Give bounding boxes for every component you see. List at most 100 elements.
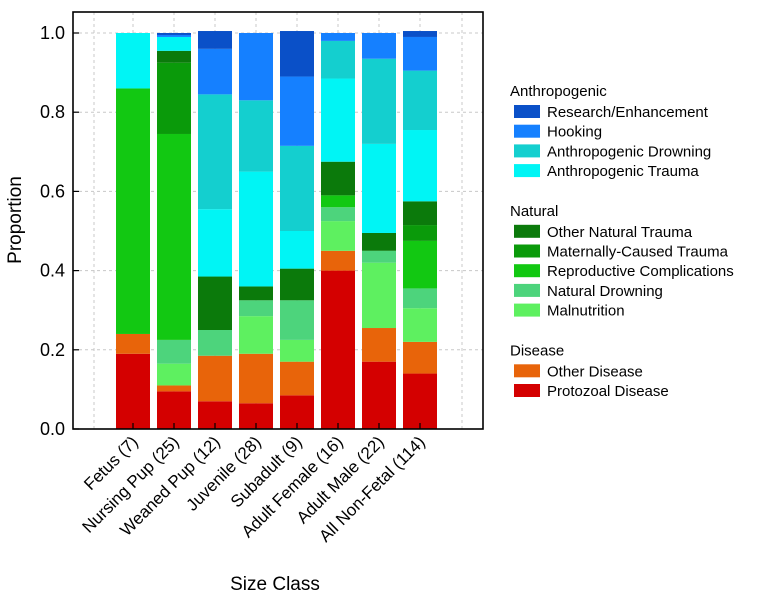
bar-segment	[403, 130, 437, 202]
bar-segment	[362, 328, 396, 362]
legend-swatch	[514, 384, 540, 397]
legend-swatch	[514, 105, 540, 118]
legend-label: Hooking	[547, 124, 602, 141]
bar-segment	[321, 78, 355, 162]
bar-segment	[403, 240, 437, 289]
bar-segment	[403, 288, 437, 309]
legend-swatch	[514, 124, 540, 138]
bar-segment	[403, 201, 437, 226]
bar-segment	[198, 209, 232, 277]
bar-segment	[239, 100, 273, 172]
y-axis-ticks: 0.0 0.2 0.4 0.6 0.8 1.0	[40, 23, 79, 439]
bar-segment	[321, 161, 355, 196]
x-axis-ticks: Fetus (7)Nursing Pup (25)Weaned Pup (12)…	[79, 423, 429, 546]
bar-segment	[116, 88, 150, 334]
bar-segment	[362, 232, 396, 251]
legend-swatch	[514, 303, 540, 317]
bars	[116, 31, 437, 429]
legend-group-title: Anthropogenic	[510, 83, 607, 100]
bar-segment	[403, 36, 437, 71]
bar-segment	[280, 76, 314, 146]
bar-segment	[157, 385, 191, 392]
bar-segment	[198, 330, 232, 356]
bar-segment	[403, 308, 437, 342]
legend-label: Reproductive Complications	[547, 263, 734, 280]
bar-segment	[157, 33, 191, 35]
y-axis-label: Proportion	[5, 176, 26, 264]
bar-segment	[116, 333, 150, 354]
bar-segment	[362, 33, 396, 59]
bar-segment	[239, 300, 273, 317]
legend-label: Malnutrition	[547, 303, 625, 320]
bar-segment	[403, 225, 437, 241]
legend-label: Protozoal Disease	[547, 383, 669, 400]
legend-label: Other Natural Trauma	[547, 224, 693, 241]
bar-segment	[157, 34, 191, 37]
legend-label: Anthropogenic Drowning	[547, 143, 711, 160]
bar-segment	[280, 231, 314, 269]
legend: Anthropogenic Research/Enhancement Hooking…	[510, 83, 734, 400]
bar-segment	[239, 33, 273, 101]
bar-segment	[321, 207, 355, 222]
bar-segment	[198, 31, 232, 49]
legend-label: Natural Drowning	[547, 283, 663, 300]
bar-segment	[321, 250, 355, 271]
y-tick-label: 0.0	[40, 419, 65, 439]
bar-segment	[157, 133, 191, 340]
bar-segment	[198, 355, 232, 402]
bar-segment	[157, 62, 191, 134]
bar-segment	[362, 262, 396, 329]
bar-segment	[198, 94, 232, 210]
bar-segment	[362, 143, 396, 233]
bar-segment	[362, 250, 396, 263]
bar-segment	[280, 361, 314, 396]
legend-label: Maternally-Caused Trauma	[547, 244, 729, 261]
bar-segment	[239, 286, 273, 301]
bar-segment	[280, 31, 314, 77]
bar-segment	[239, 171, 273, 287]
bar-segment	[362, 361, 396, 429]
legend-swatch	[514, 283, 540, 297]
y-tick-label: 1.0	[40, 23, 65, 43]
y-tick-label: 0.8	[40, 102, 65, 122]
y-tick-label: 0.2	[40, 340, 65, 360]
bar-segment	[280, 300, 314, 340]
bar-segment	[321, 33, 355, 41]
bar-segment	[116, 33, 150, 89]
y-tick-label: 0.6	[40, 181, 65, 201]
bar-segment	[157, 36, 191, 51]
bar-segment	[321, 195, 355, 208]
bar-segment	[321, 40, 355, 79]
legend-swatch	[514, 224, 540, 238]
bar-segment	[280, 145, 314, 231]
legend-swatch	[514, 144, 540, 158]
bar-segment	[280, 339, 314, 362]
bar-segment	[157, 339, 191, 364]
bar-segment	[280, 268, 314, 301]
bar-segment	[157, 391, 191, 429]
bar-segment	[321, 221, 355, 251]
plot-frame	[72, 11, 484, 430]
bar-segment	[403, 31, 437, 37]
bar-segment	[157, 50, 191, 63]
legend-swatch	[514, 264, 540, 278]
legend-swatch	[514, 244, 540, 258]
legend-swatch	[514, 364, 540, 378]
bar-segment	[198, 276, 232, 330]
bar-segment	[362, 58, 396, 144]
legend-swatch	[514, 164, 540, 178]
bar-segment	[157, 363, 191, 386]
bar-segment	[116, 353, 150, 429]
y-tick-label: 0.4	[40, 261, 65, 281]
bar-segment	[403, 341, 437, 374]
legend-group-title: Disease	[510, 342, 564, 359]
bar-segment	[239, 353, 273, 404]
bar-segment	[403, 70, 437, 131]
bar-segment	[321, 270, 355, 429]
bar-segment	[239, 316, 273, 354]
x-axis-label: Size Class	[230, 574, 320, 595]
legend-label: Other Disease	[547, 363, 643, 380]
bar-segment	[198, 48, 232, 95]
legend-label: Anthropogenic Trauma	[547, 163, 699, 180]
